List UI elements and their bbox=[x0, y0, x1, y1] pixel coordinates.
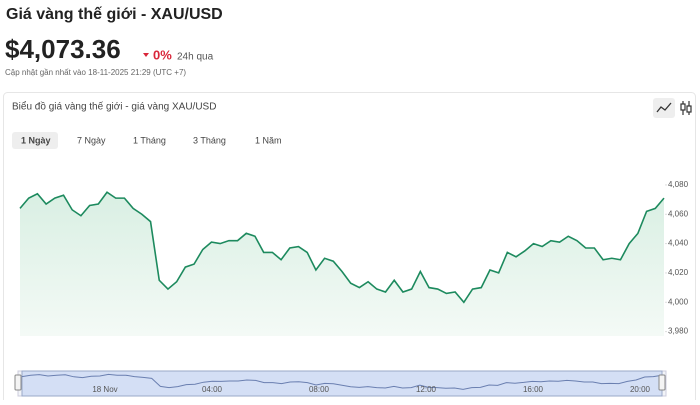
tab[interactable]: 1 Tháng bbox=[133, 135, 166, 145]
updated: Cập nhật gần nhất vào 18-11-2025 21:29 (… bbox=[5, 68, 186, 77]
change-period: 24h qua bbox=[177, 52, 214, 63]
tab[interactable]: 7 Ngày bbox=[77, 135, 106, 145]
tab[interactable]: 1 Ngày bbox=[21, 135, 51, 145]
candle-icon[interactable] bbox=[680, 101, 692, 115]
tab[interactable]: 1 Năm bbox=[255, 135, 282, 145]
y-tick-label: 4,040 bbox=[668, 239, 689, 248]
navigator-label: 16:00 bbox=[523, 385, 544, 394]
y-tick-label: 4,000 bbox=[668, 297, 689, 306]
y-tick-label: 3,980 bbox=[668, 327, 689, 336]
navigator-handle[interactable] bbox=[14, 374, 22, 391]
navigator-label: 12:00 bbox=[416, 385, 437, 394]
card-title: Biểu đồ giá vàng thế giới - giá vàng XAU… bbox=[12, 101, 216, 113]
tab[interactable]: 3 Tháng bbox=[193, 135, 226, 145]
navigator-label: 20:00 bbox=[630, 385, 651, 394]
line-icon bbox=[656, 102, 672, 113]
change: 0% bbox=[153, 47, 172, 62]
navigator-label: 18 Nov bbox=[92, 385, 117, 394]
down-arrow bbox=[143, 53, 149, 57]
y-tick-label: 4,080 bbox=[668, 180, 689, 189]
navigator-label: 04:00 bbox=[202, 385, 223, 394]
tab-active-bg bbox=[12, 132, 58, 149]
area-fill bbox=[20, 192, 664, 336]
page-title: Giá vàng thế giới - XAU/USD bbox=[6, 6, 223, 23]
y-tick-label: 4,060 bbox=[668, 209, 689, 218]
price-line bbox=[19, 191, 665, 304]
navigator-handle[interactable] bbox=[658, 374, 666, 391]
price: $4,073.36 bbox=[5, 34, 121, 64]
line-icon-button[interactable] bbox=[653, 98, 675, 118]
navigator-line bbox=[21, 373, 663, 390]
y-tick-label: 4,020 bbox=[668, 268, 689, 277]
navigator-label: 08:00 bbox=[309, 385, 330, 394]
